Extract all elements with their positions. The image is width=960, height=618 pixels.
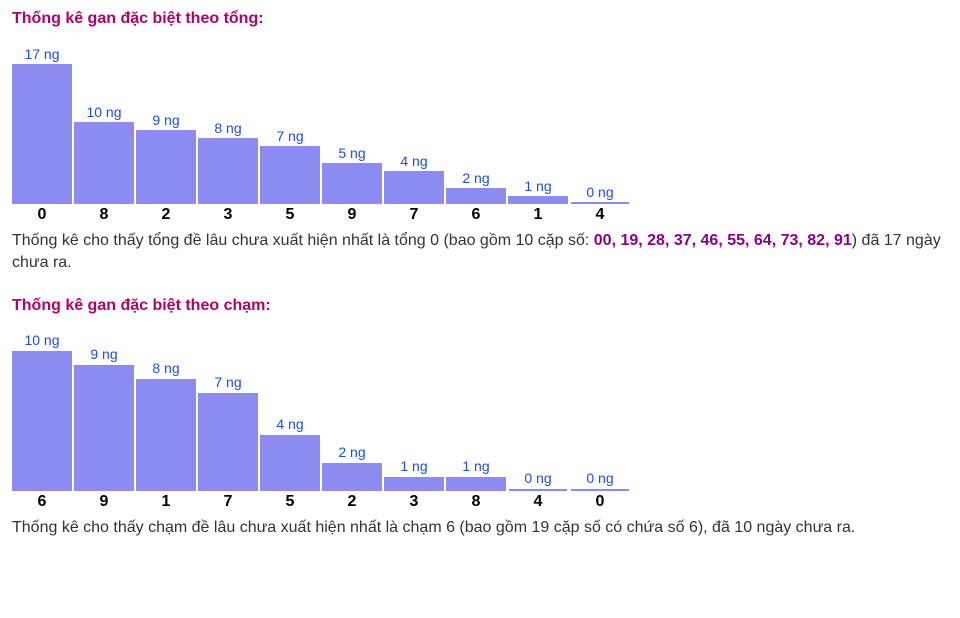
bar-column: 8 ng: [198, 121, 258, 204]
bar-column: 0 ng: [508, 471, 568, 490]
x-axis-label: 5: [260, 493, 320, 511]
bar: [198, 393, 258, 491]
bar: [446, 188, 506, 204]
section-tong: Thống kê gan đặc biệt theo tổng: 17 ng10…: [12, 10, 948, 275]
bar-value-label: 7 ng: [276, 129, 303, 144]
bar: [260, 435, 320, 491]
bar: [571, 202, 629, 204]
bar: [508, 196, 568, 204]
bar-column: 4 ng: [384, 154, 444, 204]
bar-column: 2 ng: [322, 445, 382, 490]
chart2-title: Thống kê gan đặc biệt theo chạm:: [12, 297, 948, 315]
chart1-xaxis: 0823597614: [12, 206, 948, 224]
bar-column: 4 ng: [260, 417, 320, 490]
section-cham: Thống kê gan đặc biệt theo chạm: 10 ng9 …: [12, 297, 948, 539]
bar-value-label: 4 ng: [400, 154, 427, 169]
bar: [571, 489, 629, 491]
x-axis-label: 0: [12, 206, 72, 224]
bar: [322, 163, 382, 204]
x-axis-label: 7: [198, 493, 258, 511]
bar-column: 10 ng: [12, 333, 72, 490]
x-axis-label: 6: [446, 206, 506, 224]
chart1-caption-emphasis: 00, 19, 28, 37, 46, 55, 64, 73, 82, 91: [594, 232, 852, 249]
bar-value-label: 10 ng: [24, 333, 59, 348]
bar-column: 9 ng: [136, 113, 196, 204]
x-axis-label: 0: [570, 493, 630, 511]
x-axis-label: 8: [446, 493, 506, 511]
x-axis-label: 1: [136, 493, 196, 511]
bar: [446, 477, 506, 491]
bar-value-label: 9 ng: [90, 347, 117, 362]
bar: [74, 365, 134, 491]
chart1-title: Thống kê gan đặc biệt theo tổng:: [12, 10, 948, 28]
bar: [322, 463, 382, 491]
chart1-caption: Thống kê cho thấy tổng đề lâu chưa xuất …: [12, 230, 948, 275]
chart2-xaxis: 6917523840: [12, 493, 948, 511]
bar-column: 5 ng: [322, 146, 382, 204]
bar-value-label: 1 ng: [462, 459, 489, 474]
bar: [384, 171, 444, 204]
bar-value-label: 0 ng: [524, 471, 551, 486]
bar-column: 1 ng: [384, 459, 444, 490]
bar-value-label: 2 ng: [462, 171, 489, 186]
bar-column: 9 ng: [74, 347, 134, 490]
bar-value-label: 0 ng: [586, 471, 613, 486]
bar-column: 1 ng: [508, 179, 568, 204]
x-axis-label: 3: [384, 493, 444, 511]
bar-column: 1 ng: [446, 459, 506, 490]
bar: [509, 489, 567, 491]
bar: [12, 351, 72, 491]
bar-value-label: 7 ng: [214, 375, 241, 390]
chart2-bars: 10 ng 9 ng 8 ng 7 ng 4 ng 2 ng 1 ng 1 ng 0 ng 0 n…: [12, 321, 948, 491]
bar: [384, 477, 444, 491]
chart1-caption-prefix: Thống kê cho thấy tổng đề lâu chưa xuất …: [12, 232, 594, 249]
x-axis-label: 9: [322, 206, 382, 224]
x-axis-label: 4: [508, 493, 568, 511]
chart1-bars: 17 ng 10 ng 9 ng 8 ng 7 ng 5 ng 4 ng 2 ng 1 ng 0 …: [12, 34, 948, 204]
bar-column: 17 ng: [12, 47, 72, 204]
x-axis-label: 2: [136, 206, 196, 224]
bar-value-label: 8 ng: [152, 361, 179, 376]
bar-value-label: 10 ng: [86, 105, 121, 120]
bar-value-label: 2 ng: [338, 445, 365, 460]
bar-value-label: 1 ng: [524, 179, 551, 194]
bar: [260, 146, 320, 204]
bar-column: 0 ng: [570, 471, 630, 490]
bar-column: 8 ng: [136, 361, 196, 490]
x-axis-label: 7: [384, 206, 444, 224]
bar-column: 7 ng: [260, 129, 320, 204]
bar-value-label: 9 ng: [152, 113, 179, 128]
chart2-caption: Thống kê cho thấy chạm đề lâu chưa xuất …: [12, 517, 948, 539]
x-axis-label: 1: [508, 206, 568, 224]
bar-value-label: 1 ng: [400, 459, 427, 474]
bar: [12, 64, 72, 204]
bar-column: 10 ng: [74, 105, 134, 204]
bar-value-label: 17 ng: [24, 47, 59, 62]
bar: [136, 130, 196, 204]
x-axis-label: 5: [260, 206, 320, 224]
bar-value-label: 5 ng: [338, 146, 365, 161]
bar: [198, 138, 258, 204]
bar: [136, 379, 196, 491]
bar-value-label: 8 ng: [214, 121, 241, 136]
bar-value-label: 0 ng: [586, 185, 613, 200]
bar-value-label: 4 ng: [276, 417, 303, 432]
bar-column: 2 ng: [446, 171, 506, 204]
bar-column: 7 ng: [198, 375, 258, 490]
bar: [74, 122, 134, 204]
x-axis-label: 9: [74, 493, 134, 511]
bar-column: 0 ng: [570, 185, 630, 204]
x-axis-label: 4: [570, 206, 630, 224]
x-axis-label: 2: [322, 493, 382, 511]
x-axis-label: 8: [74, 206, 134, 224]
x-axis-label: 6: [12, 493, 72, 511]
x-axis-label: 3: [198, 206, 258, 224]
